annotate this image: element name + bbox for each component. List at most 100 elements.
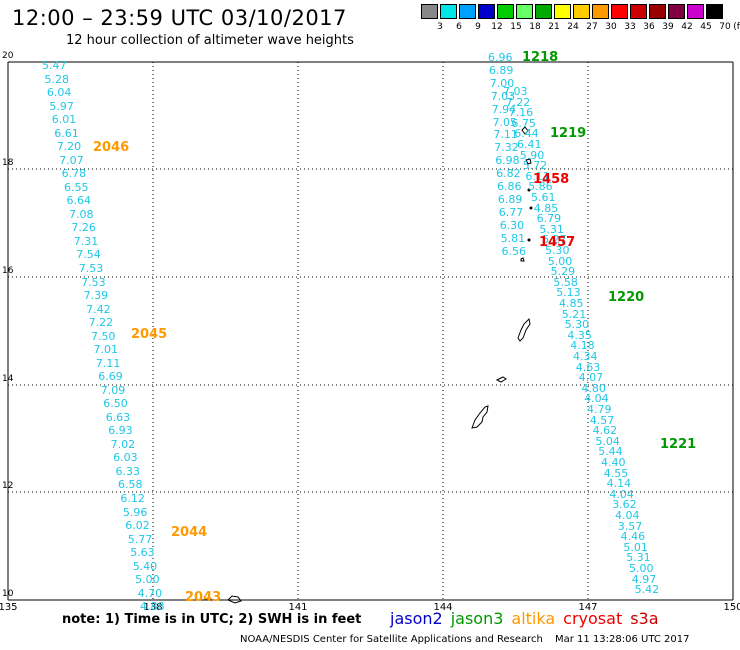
- color-scale-label: 33: [624, 22, 636, 32]
- wave-height-value: 6.75: [511, 116, 536, 130]
- wave-height-value: 7.22: [88, 316, 114, 330]
- wave-height-value: 7.31: [73, 234, 99, 248]
- latitude-label: 10: [2, 589, 14, 599]
- wave-height-value: 7.53: [81, 275, 106, 289]
- pass-time-label: 2045: [131, 327, 168, 342]
- legend-s3a: s3a: [630, 609, 659, 628]
- color-swatch: [706, 4, 723, 19]
- wave-height-value: 4.55: [603, 466, 629, 480]
- wave-height-value: 6.55: [64, 180, 89, 194]
- latitude-label: 16: [2, 266, 14, 276]
- wave-height-value: 5.58: [553, 275, 578, 289]
- wave-height-value: 6.04: [46, 86, 72, 100]
- wave-height-value: 4.46: [620, 530, 646, 544]
- track-dot: [527, 238, 531, 242]
- wave-height-value: 7.05: [492, 115, 518, 129]
- longitude-label: 135: [0, 602, 18, 613]
- wave-height-value: 5.30: [564, 318, 590, 332]
- wave-height-value: 7.08: [69, 207, 94, 221]
- wave-height-value: 5.63: [130, 546, 155, 560]
- wave-height-value: 4.18: [570, 339, 595, 353]
- wave-height-value: 5.61: [531, 191, 556, 204]
- wave-height-value: 4.57: [589, 413, 615, 427]
- track-dot: [527, 188, 531, 192]
- wave-height-value: 6.79: [536, 212, 562, 226]
- wave-height-value: 5.86: [528, 180, 553, 194]
- wave-height-value: 5.29: [550, 265, 576, 279]
- wave-height-value: 6.96: [488, 51, 513, 64]
- island-rota: [495, 376, 507, 383]
- wave-height-value: 4.07: [578, 371, 604, 385]
- wave-height-value: 5.28: [44, 72, 70, 86]
- wave-height-value: 4.35: [567, 328, 592, 342]
- legend-jason3: jason3: [450, 609, 504, 628]
- wave-height-value: 6.61: [54, 126, 79, 140]
- footer-note: note: 1) Time is in UTC; 2) SWH is in fe…: [62, 612, 362, 627]
- wave-height-value: 5.40: [132, 559, 158, 573]
- color-swatch: [421, 4, 438, 19]
- wave-height-value: 4.04: [584, 392, 609, 406]
- wave-height-value: 5.47: [42, 59, 67, 72]
- wave-height-value: 4.04: [609, 487, 634, 501]
- wave-height-value: 7.02: [110, 437, 136, 451]
- track-dots: [527, 188, 533, 242]
- color-scale-label: 39: [662, 22, 674, 32]
- color-scale-unit: (ft): [733, 22, 740, 32]
- credit-line: NOAA/NESDIS Center for Satellite Applica…: [240, 634, 543, 645]
- longitude-label: 150: [723, 602, 740, 613]
- wave-height-value: 4.80: [581, 381, 606, 395]
- wave-height-value: 4.85: [559, 297, 584, 310]
- wave-height-value: 5.13: [556, 286, 581, 300]
- pass-time-label: 2046: [93, 140, 130, 155]
- wave-height-value: 6.77: [498, 205, 524, 219]
- wave-height-value: 6.98: [495, 154, 520, 168]
- wave-height-value: 5.04: [595, 434, 620, 448]
- map-title: 12:00 – 23:59 UTC 03/10/2017: [12, 6, 347, 30]
- wave-height-value: 7.01: [93, 343, 119, 357]
- pass-time-label: 2044: [171, 525, 208, 540]
- island-saipan: [517, 317, 531, 342]
- wave-height-value: 6.11: [525, 169, 550, 183]
- island-southwest: [227, 595, 242, 604]
- wave-height-value: 5.00: [547, 254, 573, 268]
- color-swatch: [497, 4, 514, 19]
- color-swatch: [554, 4, 571, 19]
- island-north-2: [525, 158, 532, 165]
- color-scale-label: 9: [475, 22, 481, 32]
- latitude-label: 12: [2, 481, 14, 491]
- wave-height-value: 5.72: [522, 159, 548, 173]
- longitude-label: 138: [143, 602, 163, 613]
- color-scale-label: 18: [529, 22, 541, 32]
- wave-height-value: 6.56: [501, 244, 527, 258]
- pass-time-label: 1219: [550, 126, 587, 141]
- wave-height-value: 4.04: [615, 509, 640, 522]
- color-scale-label: 27: [586, 22, 598, 32]
- wave-height-value: 6.50: [103, 397, 128, 411]
- wave-height-value: 7.54: [76, 248, 101, 262]
- wave-height-value: 6.30: [499, 218, 525, 232]
- wave-height-value: 5.27: [542, 233, 567, 247]
- wave-height-value: 6.78: [61, 167, 87, 181]
- wave-height-value: 6.01: [51, 113, 77, 127]
- wave-height-value: 5.96: [122, 505, 148, 519]
- wave-height-value: 4.62: [592, 424, 618, 438]
- wave-height-value: 6.82: [496, 167, 521, 181]
- wave-height-value: 4.79: [587, 403, 612, 416]
- wave-height-value: 7.39: [83, 289, 109, 302]
- color-scale-label: 21: [548, 22, 560, 32]
- wave-height-value: 7.32: [494, 141, 519, 155]
- satellite-legend: jason2 jason3 altika cryosat s3a: [390, 609, 667, 628]
- wave-height-value: 6.02: [125, 519, 150, 532]
- legend-cryosat: cryosat: [563, 609, 623, 628]
- wave-height-value: 7.07: [59, 153, 84, 167]
- wave-height-value: 5.30: [545, 244, 570, 257]
- wave-height-value: 7.03: [490, 89, 516, 103]
- color-swatch: [649, 4, 666, 19]
- legend-jason2: jason2: [390, 609, 443, 628]
- wave-height-value: 5.77: [127, 532, 153, 546]
- wave-height-value: 5.90: [519, 148, 545, 162]
- color-scale-label: 12: [491, 22, 503, 32]
- color-swatch: [611, 4, 628, 19]
- color-scale-label: 15: [510, 22, 522, 32]
- longitude-label: 141: [288, 602, 308, 613]
